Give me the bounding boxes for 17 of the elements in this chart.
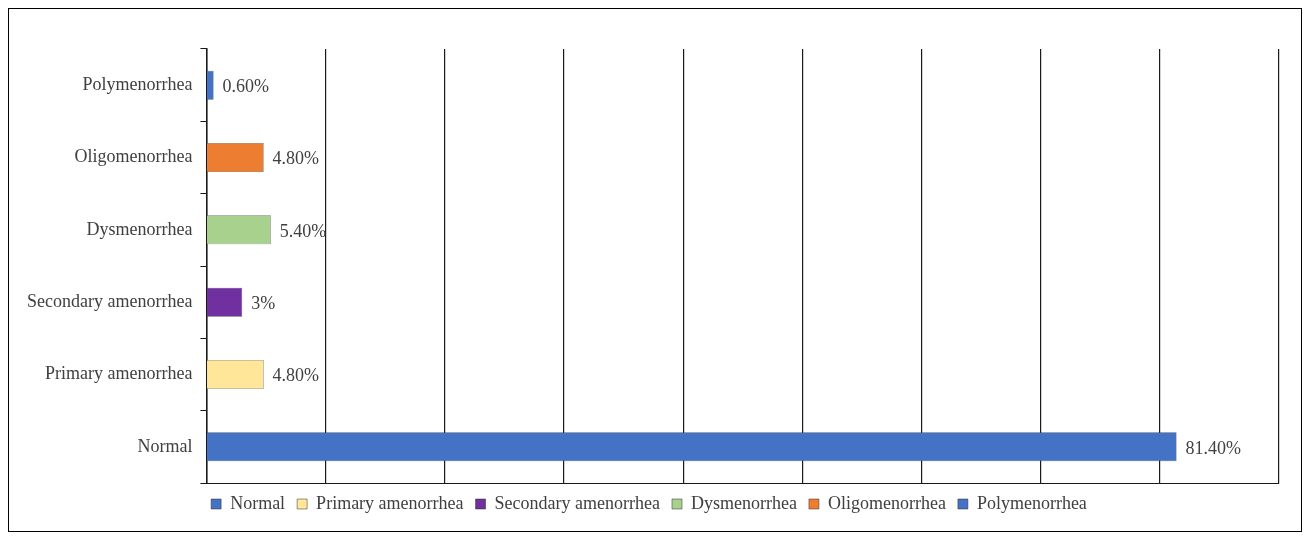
legend-label: Secondary amenorrhea [494,492,660,513]
y-tick-label: Polymenorrhea [82,73,193,94]
data-label: 0.60% [222,75,270,96]
legend-label: Normal [230,492,286,513]
legend-label: Primary amenorrhea [316,492,464,513]
y-tick-label: Dysmenorrhea [86,218,193,239]
y-tick-label: Primary amenorrhea [44,363,193,384]
data-label: 3% [251,292,276,313]
legend-label: Dysmenorrhea [690,492,797,513]
legend-label: Polymenorrhea [976,492,1087,513]
y-tick-label: Secondary amenorrhea [27,290,193,311]
legend-label: Oligomenorrhea [827,492,946,513]
y-tick-label: Normal [137,435,193,456]
data-label: 81.40% [1185,437,1242,458]
data-label: 4.80% [272,365,320,386]
y-tick-label: Oligomenorrhea [74,146,193,167]
data-label: 4.80% [272,148,320,169]
